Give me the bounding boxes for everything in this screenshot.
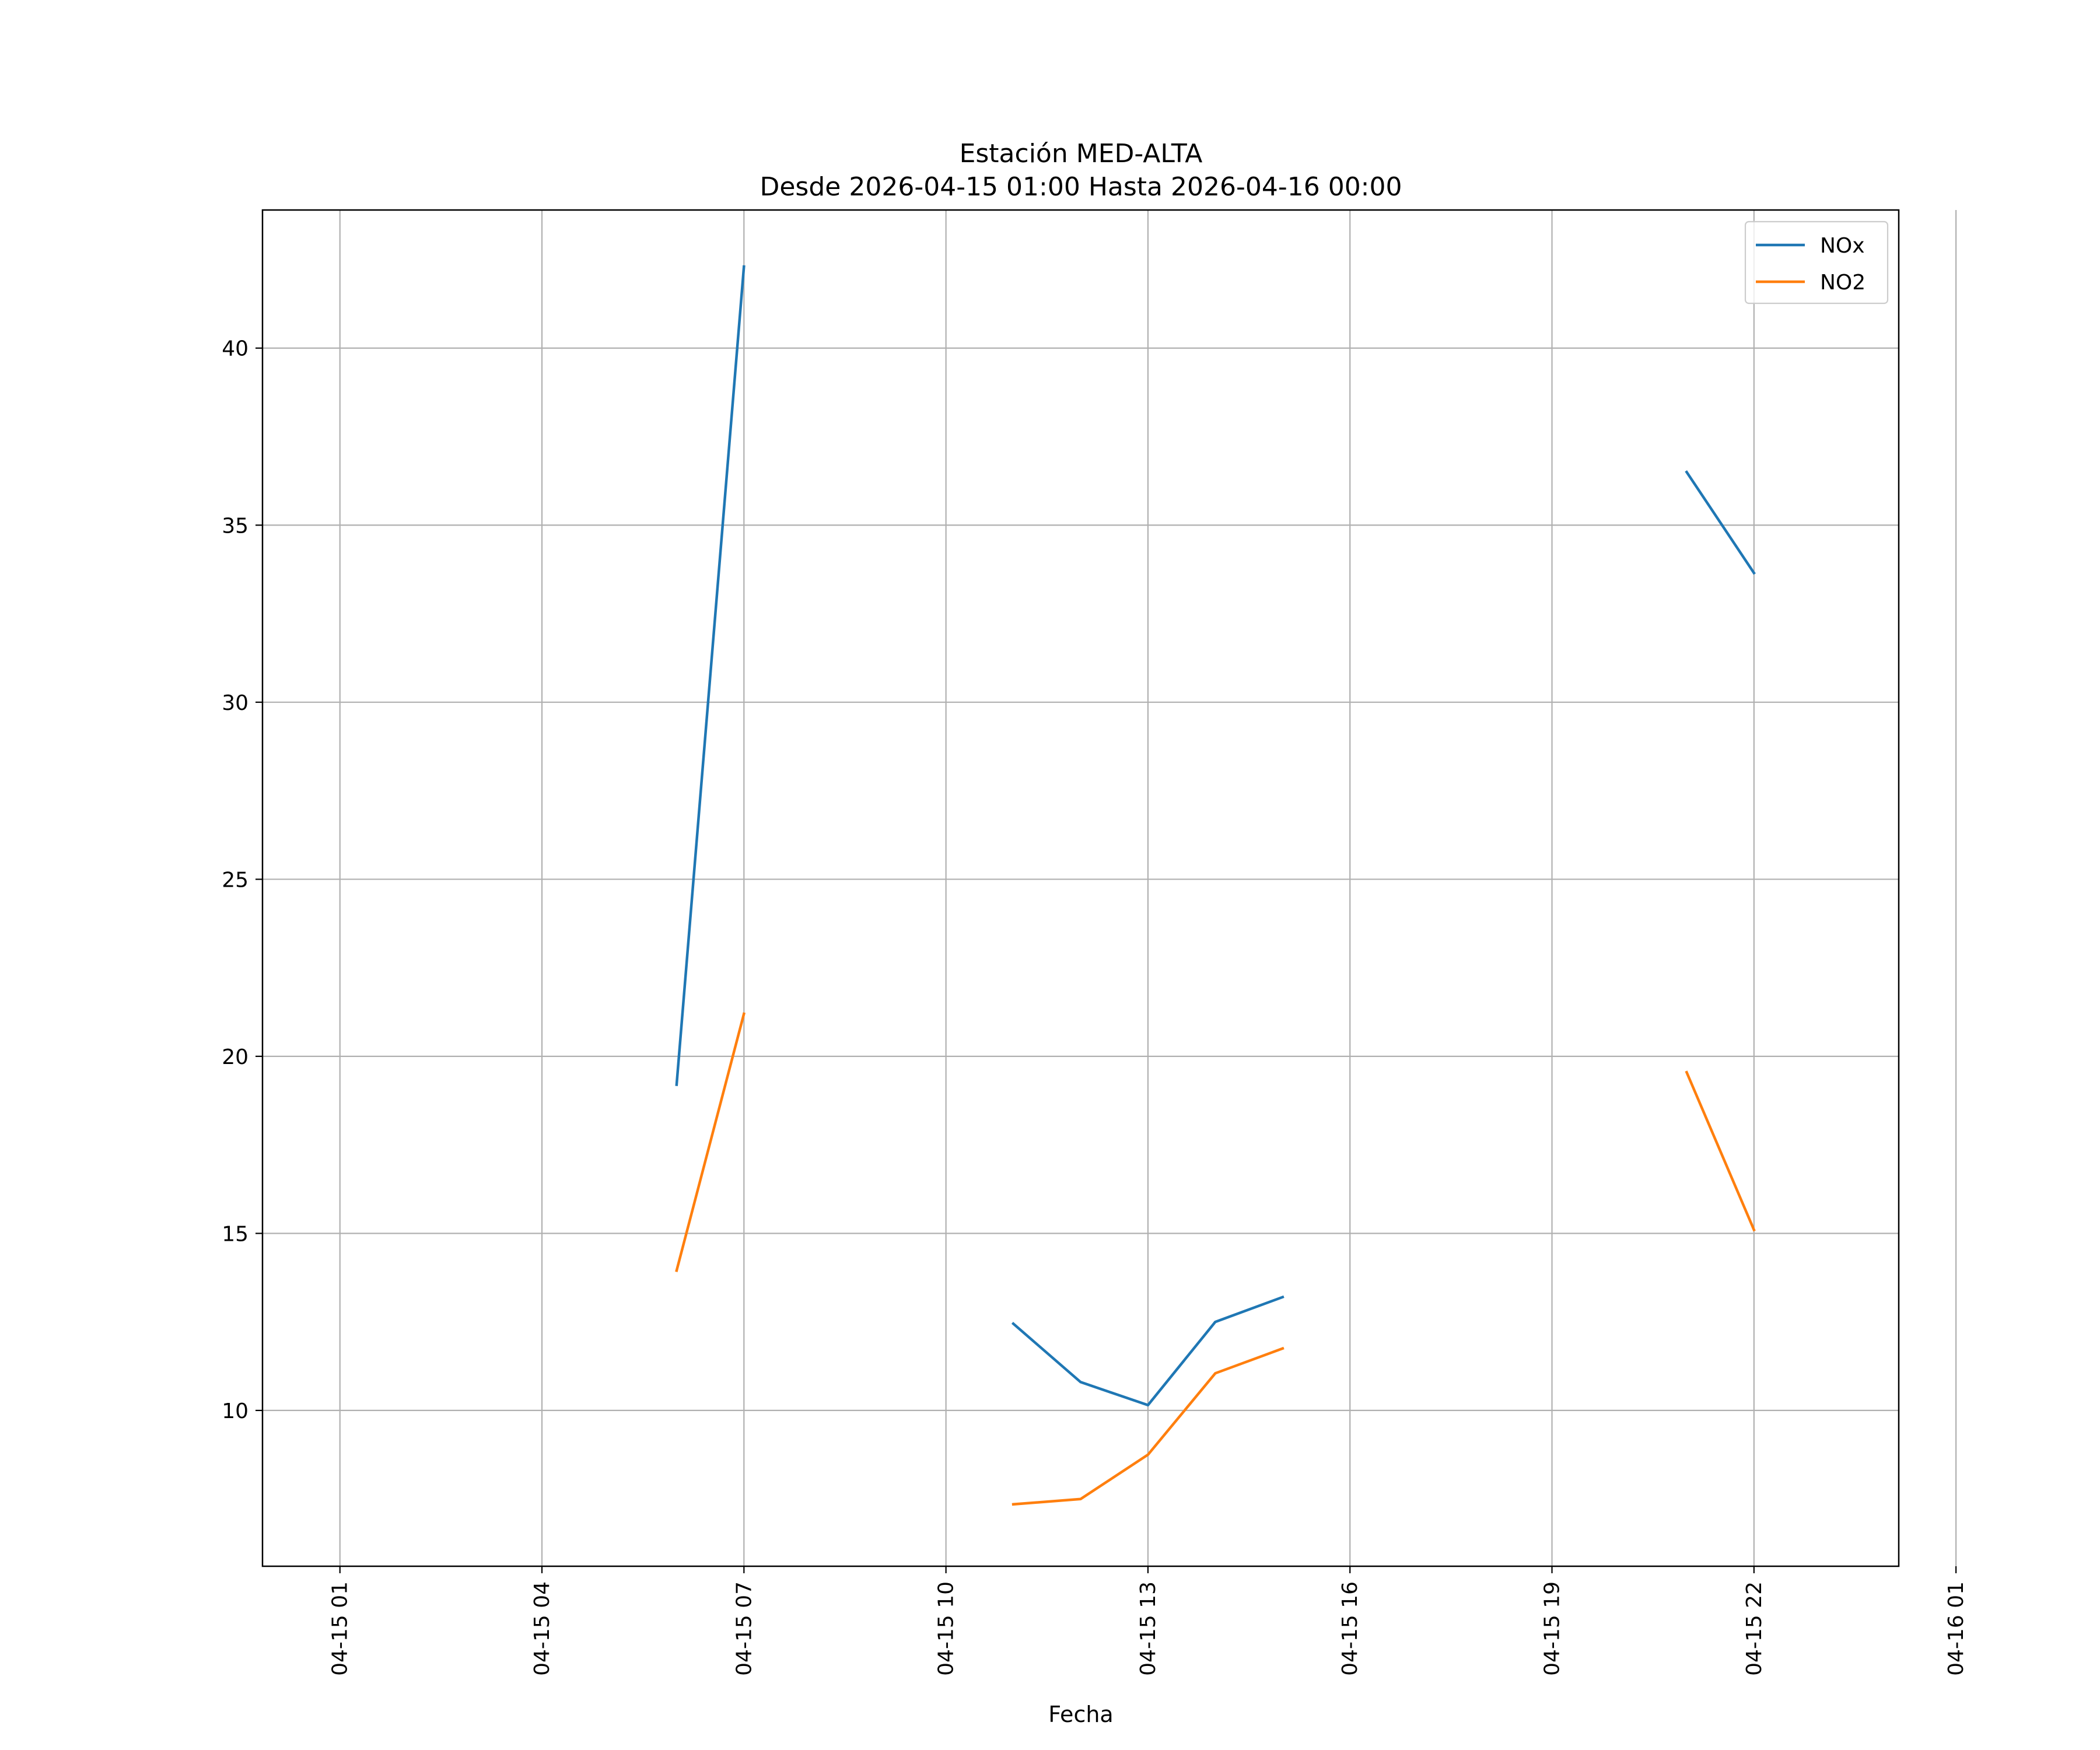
x-tick-label: 04-15 07	[732, 1581, 756, 1676]
x-tick-label: 04-15 16	[1338, 1581, 1362, 1676]
x-tick-label: 04-15 22	[1742, 1581, 1766, 1676]
legend-label-nox: NOx	[1820, 234, 1865, 258]
x-axis-label: Fecha	[1048, 1702, 1113, 1727]
plot-frame	[261, 209, 1900, 1567]
y-tick-label: 10	[222, 1399, 249, 1423]
x-tick-label: 04-15 13	[1136, 1581, 1160, 1676]
series-line-no2	[1685, 1070, 1756, 1232]
y-tick-label: 35	[222, 514, 249, 538]
x-tick-label: 04-15 19	[1541, 1581, 1564, 1676]
plot-area	[262, 210, 1899, 1566]
series-line-nox	[675, 265, 746, 1086]
series-line-no2	[675, 1012, 746, 1272]
series-line-nox	[1011, 1295, 1284, 1407]
legend-box	[1744, 220, 1889, 304]
axes: 04-15 01 04-15 04 04-15 07 04-15 10 04-15 13…	[222, 337, 1968, 1676]
x-tick-label: 04-15 01	[328, 1581, 352, 1676]
legend-label-no2: NO2	[1820, 271, 1866, 295]
series-line-no2	[1012, 1346, 1284, 1506]
grid	[262, 210, 1957, 1566]
y-tick-label: 25	[222, 868, 249, 892]
chart-subtitle: Desde 2026-04-15 01:00 Hasta 2026-04-16 …	[760, 172, 1402, 202]
y-tick-label: 20	[222, 1045, 249, 1069]
legend: NOx NO2	[1744, 220, 1889, 304]
series-lines	[675, 265, 1756, 1506]
y-tick-label: 30	[222, 691, 249, 715]
chart-title: Estación MED-ALTA	[960, 139, 1203, 169]
x-tick-label: 04-15 10	[935, 1581, 958, 1676]
y-tick-label: 15	[222, 1222, 249, 1246]
x-tick-label: 04-15 04	[530, 1581, 554, 1676]
series-line-nox	[1685, 470, 1756, 575]
y-tick-label: 40	[222, 337, 249, 361]
x-tick-label: 04-16 01	[1944, 1581, 1968, 1676]
